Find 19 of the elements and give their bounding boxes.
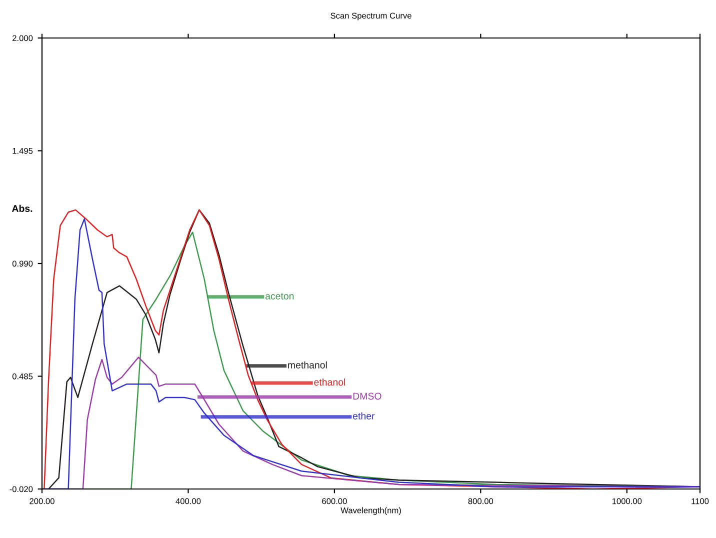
y-tick-label: 1.495 — [12, 148, 33, 154]
x-tick-label: 800.00 — [468, 498, 494, 504]
x-axis-title: Wavelength(nm) — [340, 507, 401, 515]
text: ethanol — [314, 378, 345, 386]
x-tick-label: 400.00 — [176, 498, 201, 504]
y-tick-label: 2.000 — [12, 35, 33, 42]
text: DMSO — [353, 392, 382, 400]
x-tick-label: 600.00 — [322, 498, 347, 504]
y-tick-label: 0.485 — [12, 373, 33, 380]
legend-label: methanol — [288, 361, 327, 368]
text: aceton — [265, 293, 294, 300]
chart-title: Scan Spectrum Curve — [330, 12, 412, 20]
x-tick-label: 1000.00 — [612, 498, 642, 504]
y-axis-title: Abs. — [12, 204, 32, 212]
y-tick-label: 0.990 — [12, 260, 33, 267]
text: ether — [352, 412, 375, 420]
x-tick-label: 1100 — [692, 498, 709, 504]
x-tick-label: 200.00 — [30, 498, 54, 504]
y-tick-label: -0.020 — [10, 486, 33, 492]
